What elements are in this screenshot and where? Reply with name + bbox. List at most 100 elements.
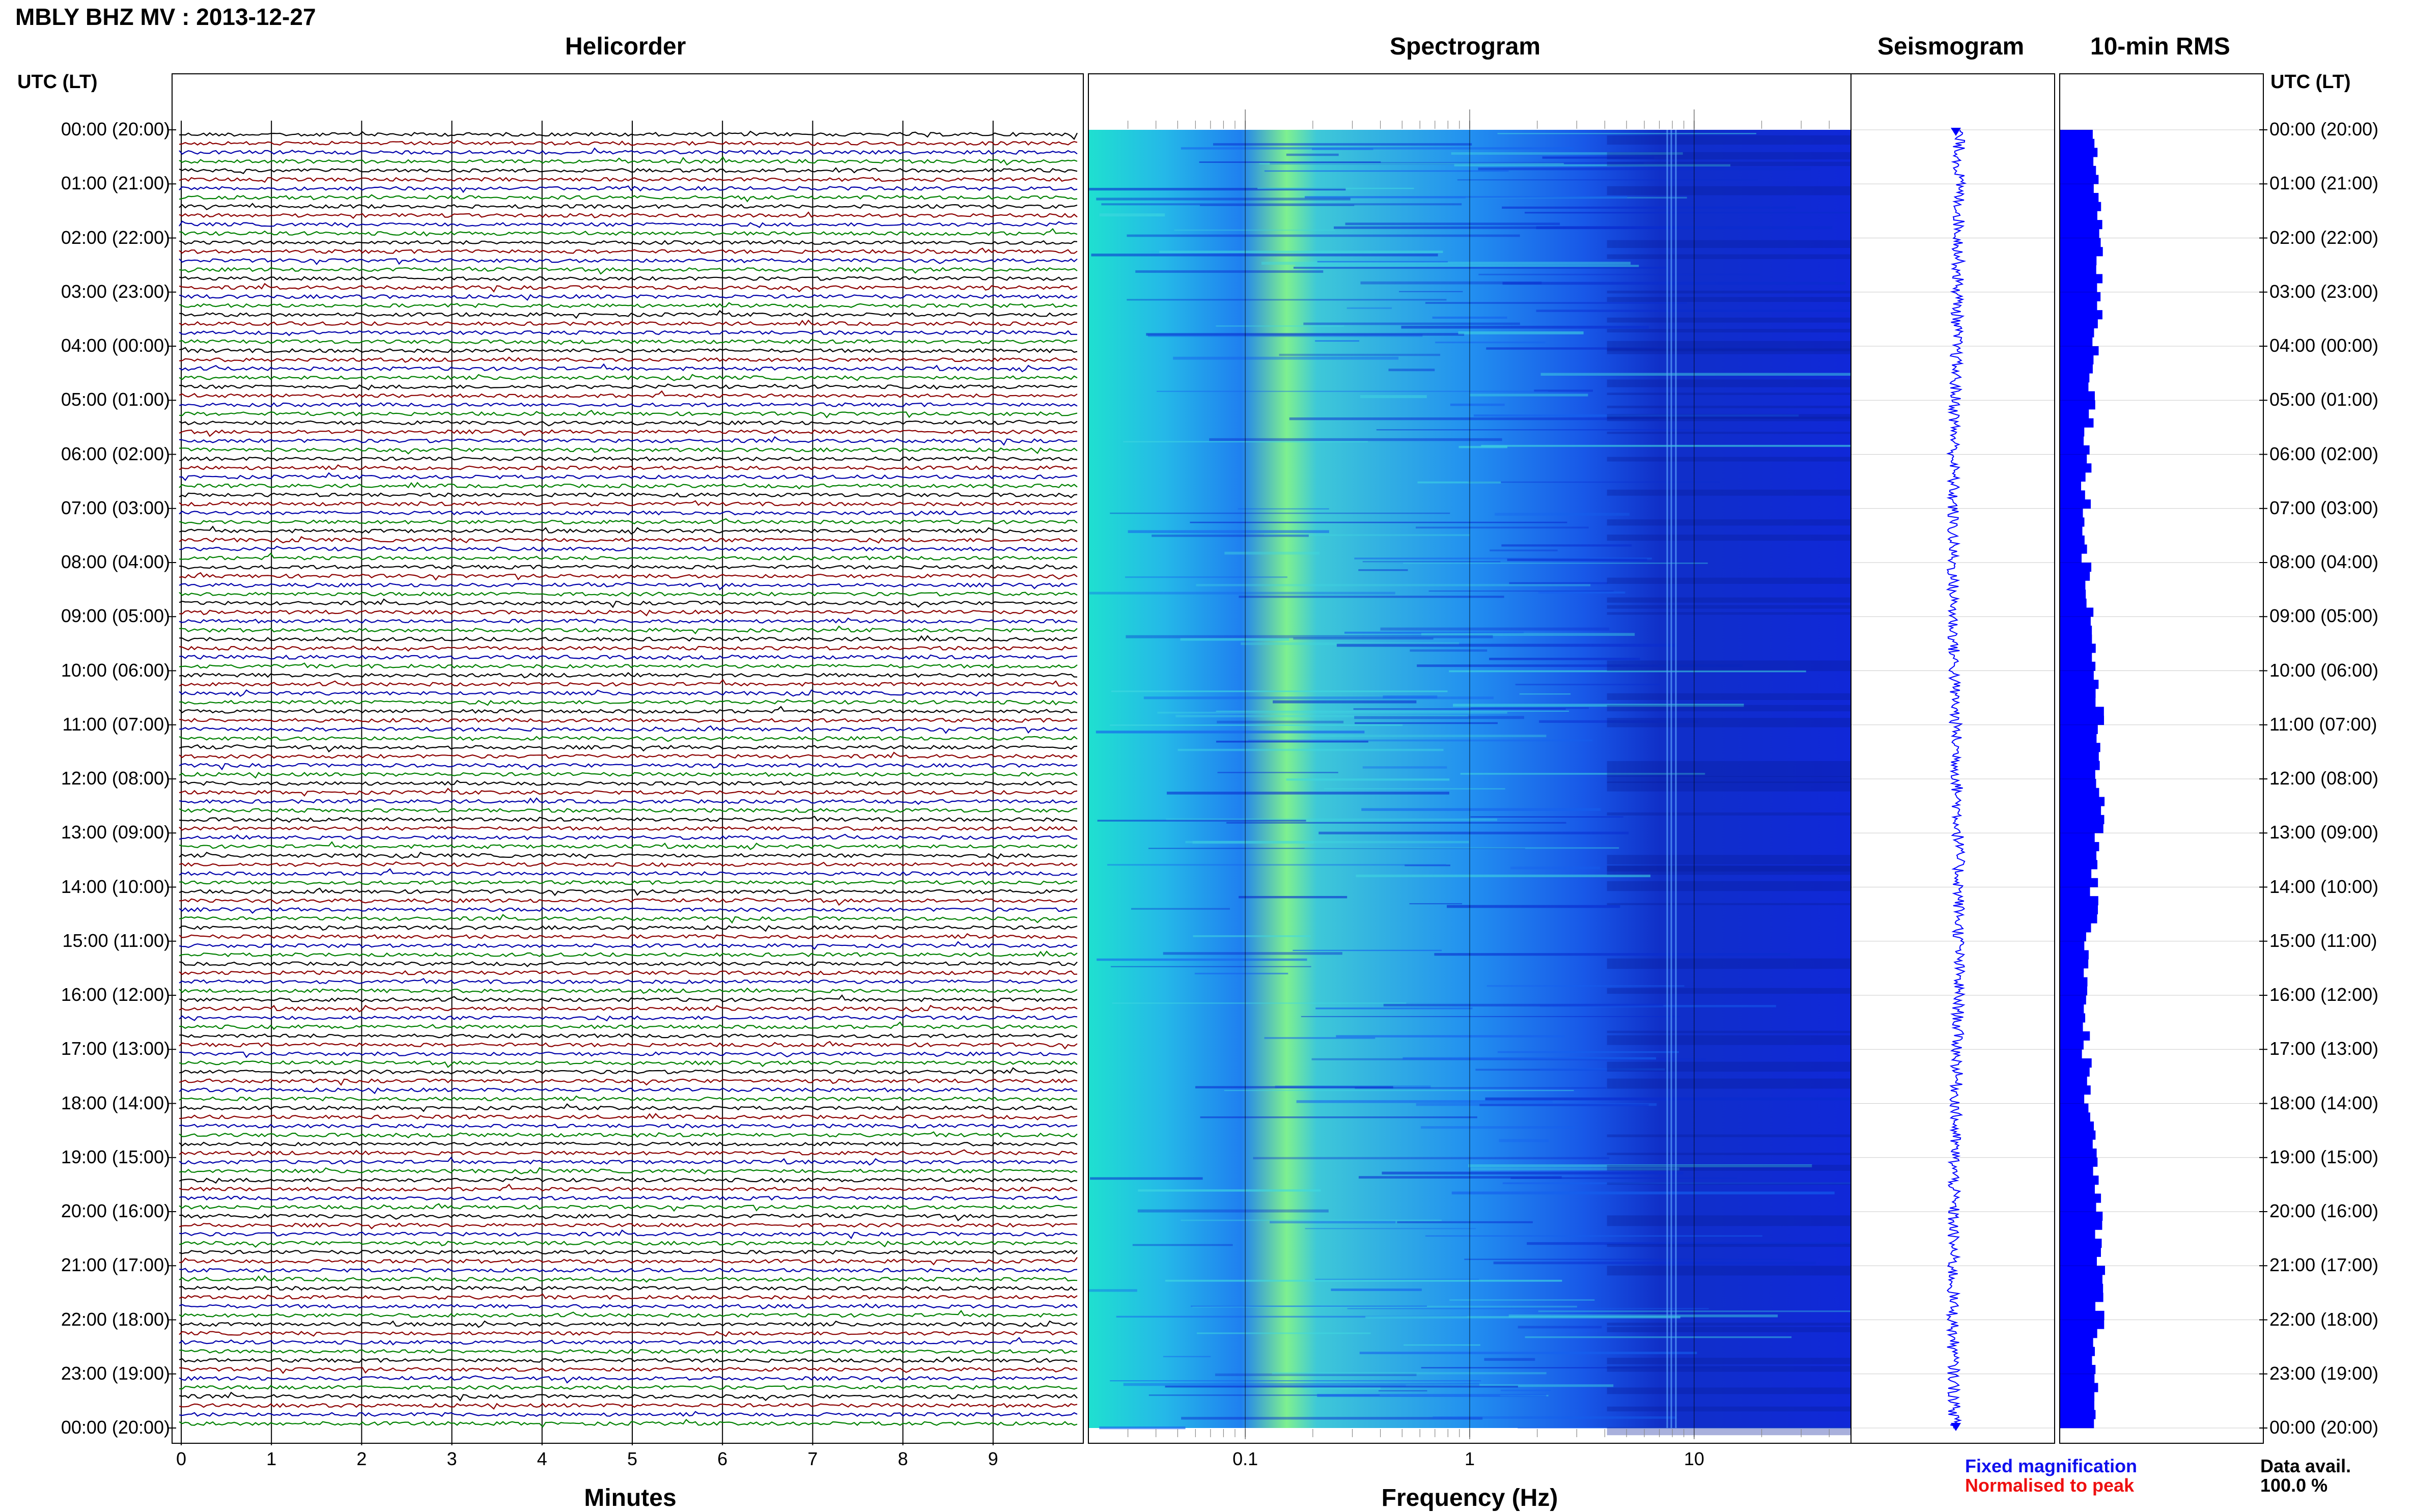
spectrogram-streak [1358, 569, 1408, 571]
helicorder-trace [179, 419, 1078, 427]
spectrogram-dark-band [1607, 1078, 1851, 1089]
time-label-right: 06:00 (02:00) [2269, 443, 2379, 464]
spectrogram-streak [1425, 302, 1687, 304]
time-label-left: 09:00 (05:00) [61, 605, 170, 627]
helicorder-trace [179, 950, 1078, 958]
rms-bar [2060, 788, 2099, 797]
spectrogram-streak [1524, 212, 1851, 214]
rms-bar [2060, 1149, 2097, 1158]
spectrogram-streak [1110, 966, 1311, 967]
helicorder-trace [179, 772, 1078, 779]
spectrogram-streak [1416, 1103, 1657, 1106]
spectrogram-streak [1388, 369, 1435, 372]
spectrogram-streak [1417, 481, 1501, 484]
spectrogram-streak [1453, 704, 1744, 707]
seismogram-frame [1850, 73, 2055, 1444]
spectrogram-streak [1226, 822, 1566, 824]
data-avail-label: Data avail. [2260, 1455, 2351, 1476]
helicorder-trace [179, 319, 1078, 326]
minutes-tick-label: 3 [446, 1448, 457, 1469]
rms-bar [2060, 256, 2097, 266]
helicorder-trace [179, 925, 1078, 932]
spectrogram-streak [1502, 206, 1796, 209]
time-label-left: 19:00 (15:00) [61, 1146, 170, 1167]
spectrogram-streak [1331, 1289, 1422, 1291]
helicorder-trace [179, 592, 1078, 597]
spectrogram-streak [1099, 213, 1165, 217]
spectrogram-streak [1165, 1279, 1562, 1282]
rms-bar [2060, 508, 2083, 518]
spectrogram-dark-band [1607, 489, 1851, 496]
spectrogram-streak [1336, 1035, 1565, 1038]
rms-bar [2060, 184, 2094, 193]
spectrogram-streak [1464, 1258, 1794, 1261]
time-label-right: 16:00 (12:00) [2269, 984, 2379, 1005]
spectrogram-streak [1356, 874, 1651, 878]
spectrogram-dark-band [1607, 812, 1851, 816]
spectrogram-streak [1190, 521, 1567, 523]
minutes-tick-label: 9 [988, 1448, 998, 1469]
spectrogram-streak [1146, 333, 1465, 336]
spectrogram-streak [1497, 133, 1756, 134]
spectrogram-dark-band [1607, 317, 1851, 323]
helicorder-trace [179, 1391, 1078, 1402]
helicorder-trace [179, 907, 1077, 914]
spectrogram-streak [1181, 1219, 1442, 1221]
helicorder-trace [179, 1349, 1078, 1354]
spectrogram-streak [1500, 1389, 1551, 1391]
helicorder-trace [179, 1385, 1078, 1390]
spectrogram-streak [1344, 631, 1524, 634]
time-label-left: 03:00 (23:00) [61, 281, 170, 302]
spectrogram-streak [1539, 720, 1698, 723]
minutes-tick-label: 4 [537, 1448, 547, 1469]
rms-bar [2060, 905, 2098, 915]
spectrogram-streak [1446, 905, 1620, 908]
helicorder-trace [179, 689, 1078, 697]
spectrogram-streak [1132, 1244, 1233, 1246]
spectrogram-dark-band [1607, 1327, 1851, 1332]
frequency-tick-label: 10 [1684, 1448, 1704, 1469]
spectrogram-streak [1406, 1384, 1614, 1387]
spectrogram-streak [1217, 772, 1338, 773]
helicorder-trace [179, 1375, 1078, 1384]
spectrogram-streak [1451, 152, 1683, 155]
spectrogram-streak [1501, 544, 1632, 547]
rms-bar [2060, 265, 2096, 274]
spectrogram-streak [1148, 848, 1525, 849]
spectrogram-streak [1159, 250, 1443, 254]
rms-bar [2060, 1302, 2096, 1311]
spectrogram-dark-band [1607, 605, 1851, 609]
helicorder-trace [179, 1213, 1078, 1221]
helicorder-trace [179, 276, 1078, 282]
spectrogram-streak [1490, 549, 1558, 551]
helicorder-trace [179, 1095, 1078, 1102]
spectrogram-streak [1096, 198, 1351, 201]
time-label-left: 22:00 (18:00) [61, 1308, 170, 1330]
time-label-right: 18:00 (14:00) [2269, 1092, 2379, 1113]
rms-bar [2060, 481, 2082, 491]
spectrogram-streak [1090, 1177, 1203, 1180]
spectrogram-dark-band [1607, 1164, 1851, 1171]
spectrogram-streak [1353, 708, 1566, 710]
helicorder-trace [179, 1403, 1078, 1410]
time-label-right: 05:00 (01:00) [2269, 389, 2379, 410]
spectrogram-streak [1152, 535, 1309, 537]
spectrogram-streak [1196, 584, 1591, 586]
spectrogram-streak [1289, 417, 1659, 421]
spectrogram-streak [1421, 1367, 1720, 1368]
spectrogram-streak [1360, 281, 1542, 285]
rms-bar [2060, 1266, 2106, 1275]
helicorder-trace [179, 662, 1078, 669]
spectrogram-streak [1305, 196, 1628, 199]
helicorder-trace [179, 826, 1078, 832]
spectrogram-streak [1362, 561, 1501, 563]
spectrogram-streak [1209, 438, 1502, 441]
spectrogram-streak [1195, 1086, 1393, 1088]
time-label-right: 00:00 (20:00) [2269, 119, 2379, 139]
spectrogram-dark-band [1607, 1134, 1851, 1137]
helicorder-trace [179, 961, 1078, 967]
spectrogram-streak [1224, 1089, 1574, 1091]
spectrogram-streak [1305, 1228, 1476, 1229]
helicorder-trace [179, 679, 1078, 687]
helicorder-trace [179, 808, 1078, 813]
